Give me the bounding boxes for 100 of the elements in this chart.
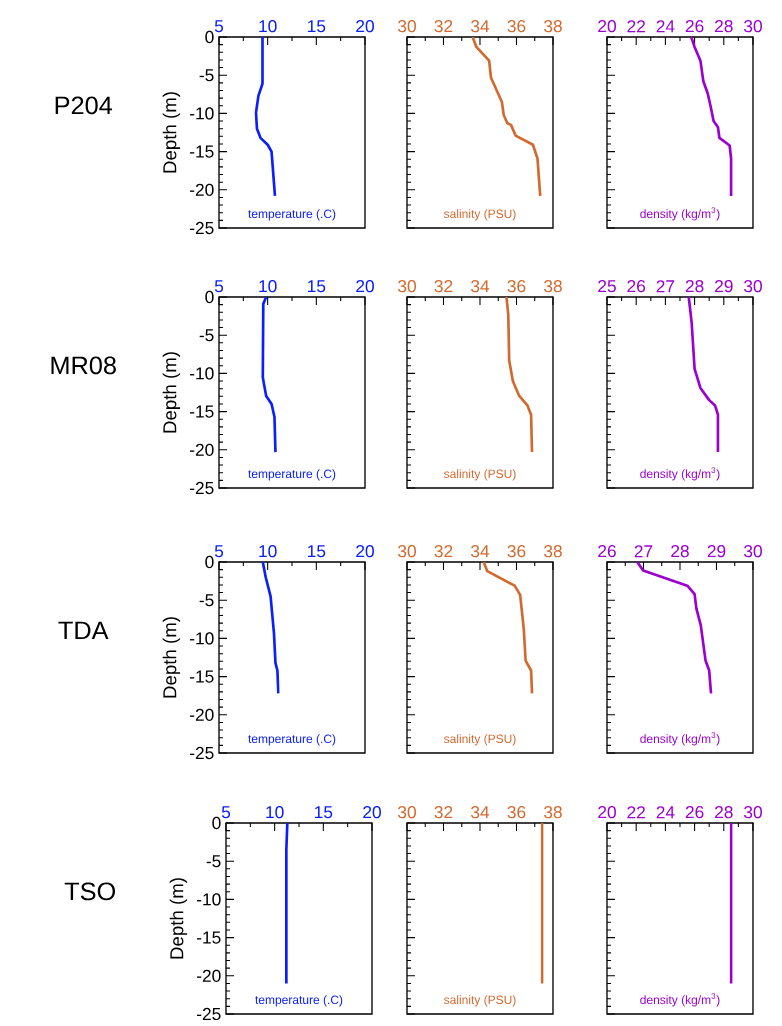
y-tick-label: -20 xyxy=(197,969,221,982)
x-axis-title: salinity (PSU) xyxy=(443,734,516,746)
y-tick-label: 0 xyxy=(205,290,214,304)
x-tick-label: 28 xyxy=(671,545,689,558)
y-axis-title: Depth (m) xyxy=(162,352,181,433)
line-series xyxy=(261,297,277,454)
y-tick-label: -5 xyxy=(199,69,214,82)
x-tick-label: 34 xyxy=(471,545,490,558)
x-tick-label: 20 xyxy=(356,545,374,558)
line-series xyxy=(261,562,280,695)
y-tick-label: -10 xyxy=(190,632,214,645)
x-axis-title: density (kg/m$^{3}$) xyxy=(640,467,720,481)
x-tick-label: 20 xyxy=(598,806,616,819)
x-tick-label: 32 xyxy=(434,280,453,293)
y-tick-label: -5 xyxy=(206,855,221,868)
x-axis-title: density (kg/m$^{3}$) xyxy=(640,732,720,746)
x-tick-label: 30 xyxy=(744,280,762,293)
x-tick-label: 5 xyxy=(221,806,231,819)
x-axis-title: density (kg/m$^{3}$) xyxy=(640,993,720,1007)
y-tick-label: -15 xyxy=(190,670,214,683)
x-tick-label: 38 xyxy=(544,280,562,293)
x-tick-label: 26 xyxy=(627,280,646,293)
text: TDA xyxy=(58,621,109,640)
x-axis-title: temperature (.C) xyxy=(248,469,336,481)
x-tick-label: 34 xyxy=(471,806,490,819)
x-axis-title: salinity (PSU) xyxy=(443,469,516,481)
x-tick-label: 10 xyxy=(266,806,284,819)
x-tick-label: 27 xyxy=(634,545,653,558)
y-axis-title: Depth (m) xyxy=(169,878,188,959)
x-tick-label: 26 xyxy=(685,806,704,819)
x-tick-label: 38 xyxy=(544,20,562,33)
x-tick-label: 15 xyxy=(308,20,326,33)
y-tick-label: -10 xyxy=(190,367,214,380)
x-tick-label: 22 xyxy=(627,806,645,819)
x-tick-label: 20 xyxy=(356,20,374,33)
x-tick-label: 30 xyxy=(744,806,762,819)
x-tick-label: 30 xyxy=(744,545,762,558)
x-tick-label: 10 xyxy=(259,280,277,293)
x-tick-label: 20 xyxy=(598,20,616,33)
x-tick-label: 36 xyxy=(507,280,526,293)
x-axis-title: density (kg/m$^{3}$) xyxy=(640,207,720,221)
x-tick-label: 5 xyxy=(214,545,224,558)
x-tick-label: 30 xyxy=(398,280,416,293)
y-tick-label: 0 xyxy=(205,555,214,569)
x-tick-label: 15 xyxy=(315,806,333,819)
y-tick-label: -20 xyxy=(190,183,214,196)
x-tick-label: 30 xyxy=(744,20,762,33)
line-series xyxy=(254,37,277,198)
x-tick-label: 25 xyxy=(598,280,616,293)
x-tick-label: 32 xyxy=(434,545,453,558)
y-tick-label: -15 xyxy=(190,145,214,158)
text: TSO xyxy=(64,882,116,901)
x-tick-label: 30 xyxy=(398,545,416,558)
x-axis-title: salinity (PSU) xyxy=(443,209,516,221)
x-tick-label: 24 xyxy=(656,806,675,819)
y-tick-label: -25 xyxy=(190,481,214,495)
text: P204 xyxy=(55,96,113,115)
x-tick-label: 36 xyxy=(507,545,526,558)
x-tick-label: 5 xyxy=(214,20,224,33)
x-tick-label: 24 xyxy=(656,20,675,33)
x-tick-label: 29 xyxy=(707,545,726,558)
x-tick-label: 28 xyxy=(715,20,733,33)
x-tick-label: 20 xyxy=(356,280,374,293)
x-axis-title: temperature (.C) xyxy=(248,209,336,221)
x-tick-label: 28 xyxy=(685,280,704,293)
text: MR08 xyxy=(51,356,116,375)
y-tick-label: -20 xyxy=(190,708,214,721)
y-axis-title: Depth (m) xyxy=(162,92,181,173)
y-tick-label: -15 xyxy=(190,405,214,418)
x-tick-label: 34 xyxy=(471,280,490,293)
y-tick-label: -10 xyxy=(197,893,221,906)
x-tick-label: 36 xyxy=(507,20,526,33)
x-tick-label: 10 xyxy=(259,545,277,558)
x-tick-label: 26 xyxy=(598,545,616,558)
x-tick-label: 27 xyxy=(656,280,675,293)
x-tick-label: 29 xyxy=(715,280,733,293)
y-tick-label: -5 xyxy=(199,594,214,607)
x-tick-label: 10 xyxy=(259,20,277,33)
x-tick-label: 30 xyxy=(398,20,416,33)
x-axis-title: temperature (.C) xyxy=(248,734,336,746)
x-tick-label: 38 xyxy=(544,545,562,558)
x-tick-label: 32 xyxy=(434,806,453,819)
y-tick-label: 0 xyxy=(205,30,214,44)
x-axis-title: temperature (.C) xyxy=(255,995,343,1007)
x-tick-label: 20 xyxy=(363,806,381,819)
y-axis-title: Depth (m) xyxy=(162,617,181,698)
x-tick-label: 36 xyxy=(507,806,526,819)
y-tick-label: 0 xyxy=(212,816,221,830)
x-tick-label: 5 xyxy=(214,280,224,293)
x-tick-label: 30 xyxy=(398,806,416,819)
y-tick-label: -10 xyxy=(190,107,214,120)
x-tick-label: 28 xyxy=(715,806,733,819)
x-tick-label: 38 xyxy=(544,806,562,819)
x-tick-label: 34 xyxy=(471,20,490,33)
y-tick-label: -25 xyxy=(190,746,214,760)
x-tick-label: 32 xyxy=(434,20,453,33)
x-axis-title: salinity (PSU) xyxy=(443,995,516,1007)
y-tick-label: -15 xyxy=(197,931,221,944)
x-tick-label: 15 xyxy=(308,280,326,293)
y-tick-label: -5 xyxy=(199,329,214,342)
